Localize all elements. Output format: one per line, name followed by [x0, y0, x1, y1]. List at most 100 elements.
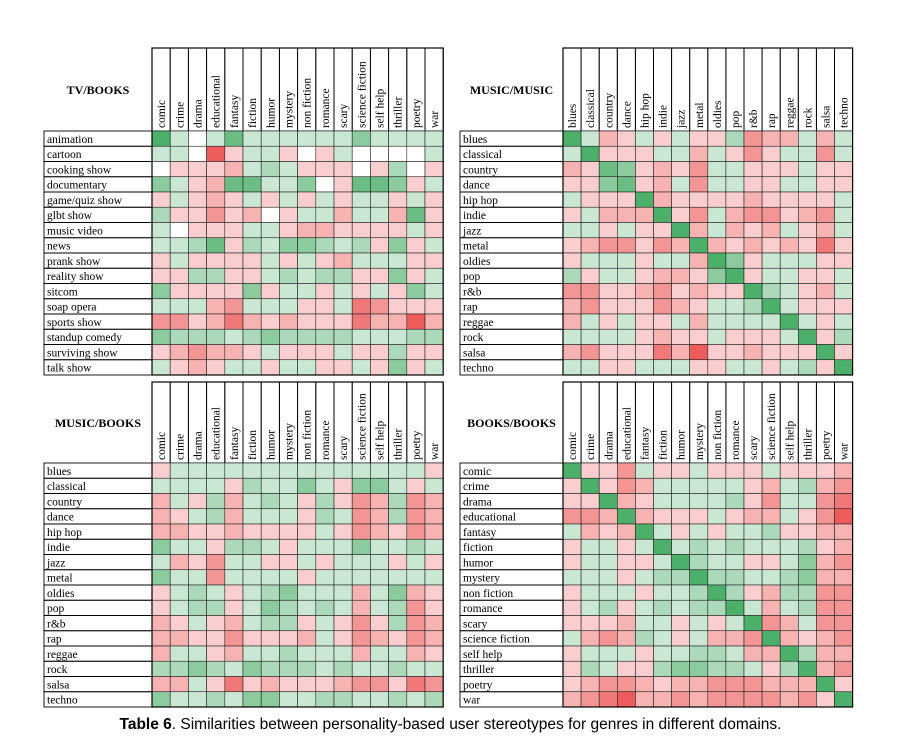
heatmap-cell: [297, 176, 317, 193]
column-label: thriller: [393, 97, 405, 128]
table-title: MUSIC/BOOKS: [55, 416, 141, 430]
heatmap-cell: [224, 569, 244, 586]
heatmap-cell: [580, 523, 600, 540]
heatmap-cell: [260, 554, 280, 571]
heatmap-cell: [653, 267, 672, 284]
heatmap-cell: [834, 298, 853, 315]
heatmap-cell: [169, 298, 189, 315]
heatmap-cell: [598, 145, 618, 162]
heatmap-cell: [562, 676, 582, 693]
heatmap-cell: [707, 477, 727, 494]
heatmap-cell: [315, 691, 335, 708]
heatmap-cell: [707, 645, 727, 662]
heatmap-cell: [424, 462, 444, 479]
heatmap-cell: [388, 462, 408, 479]
heatmap-cell: [169, 538, 189, 555]
heatmap-cell: [388, 660, 408, 677]
heatmap-cell: [169, 676, 189, 693]
heatmap-cell: [406, 508, 426, 525]
heatmap-cell: [406, 630, 426, 647]
heatmap-cell: [151, 283, 171, 300]
heatmap-cell: [707, 191, 727, 208]
heatmap-cell: [616, 267, 636, 284]
heatmap-cell: [598, 508, 618, 525]
row-label: poetry: [463, 679, 493, 691]
heatmap-cell: [616, 237, 636, 254]
heatmap-cell: [743, 344, 763, 361]
heatmap-cell: [406, 676, 426, 693]
heatmap-cell: [743, 191, 763, 208]
heatmap-cell: [333, 691, 353, 708]
row-label: classical: [47, 481, 86, 493]
heatmap-cell: [779, 176, 799, 193]
heatmap-cell: [707, 569, 727, 586]
heatmap-cell: [761, 599, 781, 616]
heatmap-cell: [315, 554, 335, 571]
heatmap-cell: [333, 569, 353, 586]
heatmap-cell: [169, 508, 189, 525]
heatmap-cell: [333, 161, 353, 178]
heatmap-cell: [351, 161, 371, 178]
column-label: self help: [784, 420, 796, 460]
heatmap-cell: [370, 584, 389, 601]
heatmap-cell: [388, 493, 408, 510]
heatmap-cell: [406, 161, 426, 178]
heatmap-cell: [224, 615, 244, 632]
heatmap-cell: [315, 359, 335, 376]
heatmap-cell: [279, 298, 298, 315]
heatmap-cell: [242, 176, 262, 193]
heatmap-cell: [834, 676, 853, 693]
heatmap-cell: [562, 630, 582, 647]
heatmap-cell: [580, 161, 600, 178]
heatmap-cell: [315, 267, 335, 284]
heatmap-cell: [816, 206, 835, 223]
heatmap-cell: [370, 313, 389, 330]
heatmap-cell: [779, 267, 799, 284]
heatmap-cell: [562, 283, 582, 300]
heatmap-cell: [388, 237, 408, 254]
heatmap-cell: [297, 523, 317, 540]
heatmap-cell: [260, 645, 280, 662]
heatmap-cell: [779, 630, 799, 647]
heatmap-cell: [297, 283, 317, 300]
heatmap-cell: [707, 538, 727, 555]
heatmap-cell: [151, 344, 171, 361]
heatmap-cell: [260, 222, 280, 239]
heatmap-cell: [761, 538, 781, 555]
heatmap-cell: [616, 477, 636, 494]
heatmap-cell: [707, 130, 727, 147]
heatmap-cell: [388, 298, 408, 315]
heatmap-cell: [370, 554, 389, 571]
column-label: poetry: [820, 430, 832, 460]
heatmap-cell: [653, 554, 672, 571]
heatmap-cell: [279, 584, 298, 601]
heatmap-cell: [206, 645, 226, 662]
heatmap-cell: [761, 206, 781, 223]
heatmap-cell: [653, 538, 672, 555]
heatmap-cell: [671, 660, 690, 677]
column-label: science fiction: [766, 393, 778, 460]
heatmap-cell: [616, 206, 636, 223]
heatmap-cell: [406, 283, 426, 300]
heatmap-cell: [598, 328, 618, 345]
heatmap-cell: [151, 691, 171, 708]
heatmap-cell: [206, 267, 226, 284]
heatmap-cell: [580, 645, 600, 662]
heatmap-cell: [635, 237, 654, 254]
heatmap-cell: [370, 676, 389, 693]
heatmap-cell: [671, 462, 690, 479]
heatmap-cell: [598, 645, 618, 662]
heatmap-cell: [188, 676, 207, 693]
heatmap-cell: [406, 252, 426, 269]
heatmap-cell: [598, 584, 618, 601]
heatmap-cell: [689, 691, 709, 708]
heatmap-cell: [370, 599, 389, 616]
heatmap-cell: [635, 477, 654, 494]
heatmap-cell: [562, 523, 582, 540]
heatmap-cell: [224, 645, 244, 662]
heatmap-cell: [370, 206, 389, 223]
heatmap-cell: [151, 584, 171, 601]
heatmap-cell: [351, 328, 371, 345]
heatmap-cell: [370, 252, 389, 269]
heatmap-cell: [653, 344, 672, 361]
